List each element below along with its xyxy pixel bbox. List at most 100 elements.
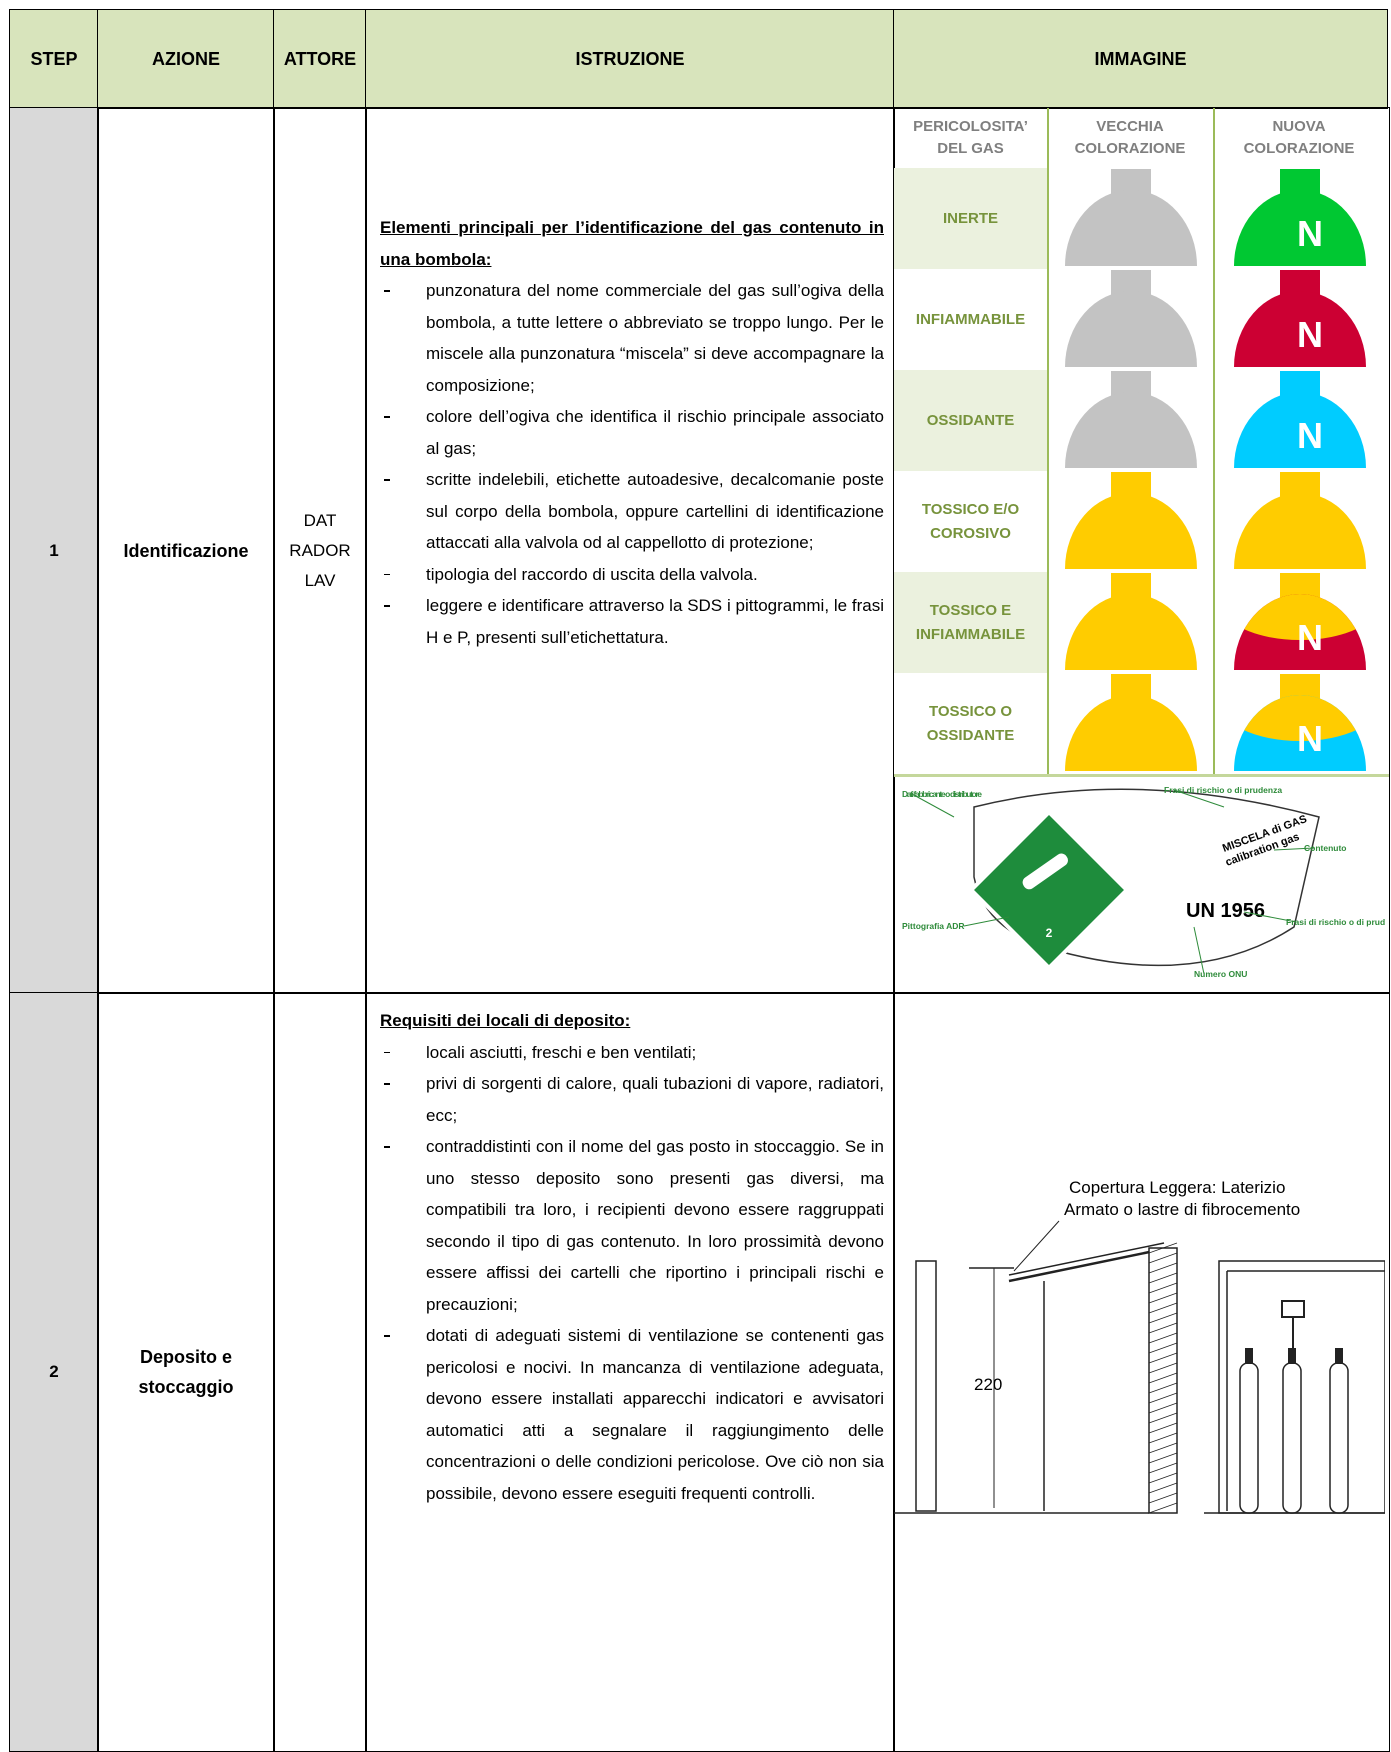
instruction-heading: Elementi principali per l’identificazion… — [380, 218, 884, 269]
diagram-line — [1148, 1282, 1178, 1294]
label-text: UN 1956 — [1186, 900, 1265, 922]
cylinder-band — [1234, 594, 1366, 640]
wall — [915, 1260, 937, 1512]
header-cell: IMMAGINE — [893, 9, 1388, 109]
bullet-dash — [384, 573, 390, 575]
diagram-line — [1148, 1372, 1178, 1384]
item-text: contraddistinti con il nome del gas post… — [426, 1137, 884, 1314]
actor-line: DAT — [303, 510, 337, 530]
pictogram-cylinder — [1022, 853, 1068, 890]
diagram-line — [1148, 1352, 1178, 1364]
chart-row-bg — [894, 168, 1047, 269]
step-number: 1 — [49, 540, 59, 560]
header-step: STEP — [30, 48, 78, 69]
item-text: locali asciutti, freschi e ben ventilati… — [426, 1042, 697, 1062]
table-cell: PERICOLOSITA’ DEL GAS VECCHIA COLORAZIONE… — [893, 107, 1390, 994]
chart-divider — [1213, 108, 1215, 774]
cylinder-dome — [1234, 493, 1366, 569]
annotation-leader — [1173, 789, 1225, 808]
label-text: Frasi di rischio o di prudenza — [1164, 785, 1282, 795]
label-text: Frasi di rischio o di prudenza — [1286, 917, 1385, 927]
bullet-dash — [384, 1083, 390, 1085]
table-cell: Copertura Leggera: Laterizio Armato o las… — [893, 992, 1390, 1752]
annotation-leader — [911, 793, 955, 818]
cylinder-icon — [1065, 270, 1197, 367]
valve — [1288, 1348, 1296, 1364]
chart-row-bg — [894, 673, 1047, 774]
diagram-line — [1148, 1442, 1178, 1454]
list-item: locali asciutti, freschi e ben ventilati… — [380, 1037, 884, 1069]
diagram-line — [1148, 1322, 1178, 1334]
cylinder-mark: N — [1297, 718, 1323, 759]
list-item: tipologia del raccordo di uscita della v… — [380, 559, 884, 591]
chart-row-bg — [894, 572, 1047, 673]
diagram-line — [1148, 1262, 1178, 1274]
diagram-line — [1148, 1432, 1178, 1444]
action: Deposito e stoccaggio — [138, 1347, 234, 1397]
bullet-dash — [384, 290, 390, 292]
list-item: leggere e identificare attraverso la SDS… — [380, 590, 884, 653]
hazard-label: OSSIDANTE — [926, 411, 1015, 429]
chart-row-bg — [894, 471, 1047, 572]
header-instruction: ISTRUZIONE — [575, 48, 685, 69]
cylinder-dome — [1065, 392, 1197, 468]
table-cell — [273, 992, 367, 1752]
cylinder-mark: N — [1297, 213, 1323, 254]
valve — [1245, 1348, 1253, 1364]
cylinder-dome — [1234, 291, 1366, 367]
annotation-leader — [963, 916, 1010, 927]
item-text: tipologia del raccordo di uscita della v… — [426, 564, 758, 584]
cylinder-dome — [1065, 493, 1197, 569]
cylinder-icon: N — [1234, 270, 1366, 367]
diagram-line — [1148, 1362, 1178, 1374]
header-cell: ISTRUZIONE — [365, 9, 895, 109]
diagram-line — [1148, 1392, 1178, 1404]
cylinder — [1239, 1362, 1259, 1514]
diagram-line — [1148, 1292, 1178, 1304]
diagram-line — [1148, 1312, 1178, 1324]
table-cell: Deposito e stoccaggio — [97, 992, 275, 1752]
cylinder-icon — [1065, 573, 1197, 670]
diagram-line — [1148, 1462, 1178, 1474]
diagram-line — [1013, 1220, 1060, 1272]
chart-divider — [1047, 108, 1049, 774]
diagram-line — [1148, 1482, 1178, 1494]
hazard-label: TOSSICO E/O COROSIVO — [921, 500, 1020, 542]
bullet-dash — [384, 1146, 390, 1148]
list-item: scritte indelebili, etichette autoadesiv… — [380, 464, 884, 559]
diagram-line — [1148, 1492, 1178, 1504]
diagram-line — [1148, 1332, 1178, 1344]
diagram-line — [1148, 1452, 1178, 1464]
instruction-list: locali asciutti, freschi e ben ventilati… — [380, 1037, 884, 1510]
label-divider — [894, 774, 1389, 777]
hazard-label: TOSSICO E INFIAMMABILE — [915, 601, 1026, 643]
page: STEP AZIONE ATTORE ISTRUZIONE IMMAGINE (… — [9, 9, 1390, 1752]
list-item: colore dell’ogiva che identifica il risc… — [380, 401, 884, 464]
item-text: punzonatura del nome commerciale del gas… — [426, 281, 884, 395]
diagram-line — [1008, 1242, 1165, 1276]
item-text: scritte indelebili, etichette autoadesiv… — [426, 470, 884, 552]
actor-line: RADOR — [289, 540, 351, 560]
header-actor: ATTORE — [283, 48, 357, 69]
item-text: privi di sorgenti di calore, quali tubaz… — [426, 1074, 884, 1125]
list-item: contraddistinti con il nome del gas post… — [380, 1131, 884, 1320]
cylinder-dome — [1065, 291, 1197, 367]
diagram-line — [1148, 1302, 1178, 1314]
table-cell: DAT RADOR LAV — [273, 107, 367, 994]
diagram-text: 220 — [974, 1375, 1002, 1394]
hatched-wall — [1148, 1247, 1178, 1514]
chart-header: PERICOLOSITA’ DEL GAS — [913, 118, 1028, 157]
diagram-line — [1148, 1402, 1178, 1414]
instruction-list: punzonatura del nome commerciale del gas… — [380, 275, 884, 653]
table-cell: 1 — [9, 107, 99, 994]
cylinder-dome — [1065, 190, 1197, 266]
cylinder-mark: N — [1297, 617, 1323, 658]
annotation-leader — [1273, 847, 1315, 851]
cylinder-dome — [1065, 695, 1197, 771]
cylinder-icon: N — [1234, 169, 1366, 266]
annotation-leader — [1243, 911, 1297, 923]
cylinder-mark: N — [1297, 415, 1323, 456]
table-cell: Identificazione — [97, 107, 275, 994]
cylinder — [1329, 1362, 1349, 1514]
header-cell: STEP — [9, 9, 99, 109]
